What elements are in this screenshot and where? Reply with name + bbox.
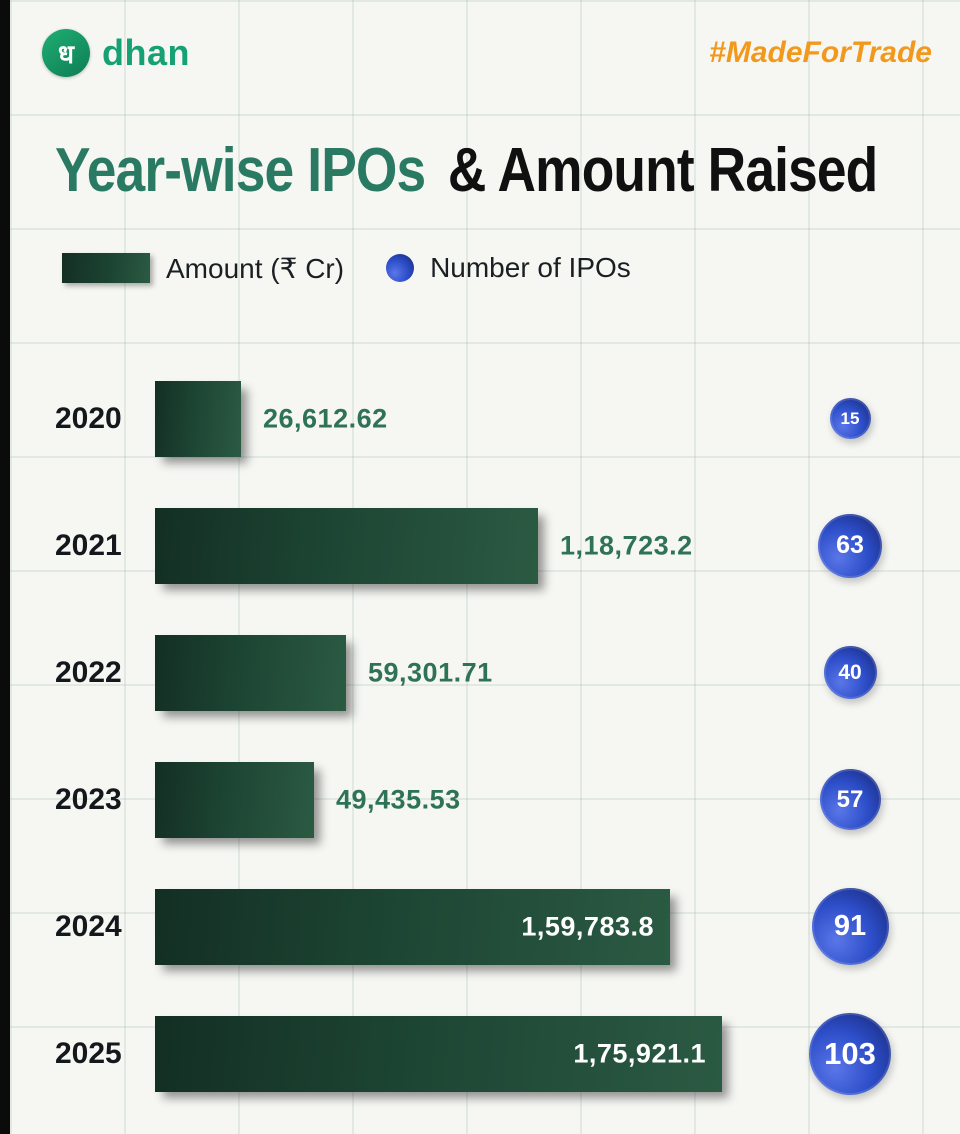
year-label: 2022 [55,655,122,689]
amount-bar [155,761,314,838]
amount-value-label: 49,435.53 [336,784,461,815]
chart-row: 2022 59,301.71 40 [0,609,960,736]
bar-zone: 1,75,921.1 [155,1015,740,1092]
amount-legend-swatch-icon [62,253,150,284]
amount-bar: 1,75,921.1 [155,1015,722,1092]
amount-value-label: 1,59,783.8 [521,911,654,942]
bar-zone: 49,435.53 [155,761,740,838]
amount-value-label: 1,75,921.1 [573,1038,706,1069]
tagline: #MadeForTrade [709,36,932,69]
amount-value-label: 59,301.71 [368,657,493,688]
ipos-legend-dot-icon [386,254,415,283]
chart-row: 2021 1,18,723.2 63 [0,482,960,609]
ipo-count-circle: 57 [819,769,881,831]
amount-value-label: 26,612.62 [263,403,388,434]
title-highlight: Year-wise IPOs [55,136,426,205]
bar-zone: 1,59,783.8 [155,888,740,965]
year-label: 2024 [55,909,122,943]
chart-rows: 2020 26,612.62 15 2021 1,18,723.2 63 2022 59,30… [0,355,960,1117]
amount-value-label: 1,18,723.2 [560,530,693,561]
header: ध dhan #MadeForTrade [0,26,960,80]
circle-zone: 103 [740,1012,960,1095]
circle-zone: 15 [740,398,960,440]
ipo-count-circle: 63 [818,513,882,578]
brand-name: dhan [102,32,190,73]
bar-zone: 59,301.71 [155,634,740,711]
dhan-logo-glyph: ध [58,39,74,69]
year-label: 2021 [55,528,122,562]
chart-row: 2024 1,59,783.8 91 [0,863,960,990]
circle-zone: 57 [740,769,960,831]
year-label: 2025 [55,1036,122,1070]
bar-zone: 1,18,723.2 [155,507,740,584]
chart-row: 2020 26,612.62 15 [0,355,960,482]
year-label: 2023 [55,782,122,816]
title-rest: & Amount Raised [447,136,878,205]
year-label: 2020 [55,401,122,435]
ipo-count-circle: 40 [823,646,877,700]
amount-bar [155,380,241,457]
brand: ध dhan [42,29,190,77]
ipo-count-circle: 15 [829,398,871,440]
ipos-legend-label: Number of IPOs [430,252,631,284]
amount-bar [155,634,346,711]
ipo-count-circle: 103 [809,1012,891,1095]
chart-row: 2023 49,435.53 57 [0,736,960,863]
legend: Amount (₹ Cr) Number of IPOs [62,251,960,285]
amount-legend-label: Amount (₹ Cr) [166,252,345,284]
bar-zone: 26,612.62 [155,380,740,457]
circle-zone: 63 [740,513,960,578]
chart-row: 2025 1,75,921.1 103 [0,990,960,1117]
circle-zone: 40 [740,646,960,700]
ipo-count-circle: 91 [811,888,889,966]
amount-bar: 1,59,783.8 [155,888,670,965]
dhan-logo-icon: ध [42,29,90,77]
page-title: Year-wise IPOs & Amount Raised [55,136,878,205]
left-edge-bar [0,0,10,1134]
circle-zone: 91 [740,888,960,966]
amount-bar [155,507,538,584]
